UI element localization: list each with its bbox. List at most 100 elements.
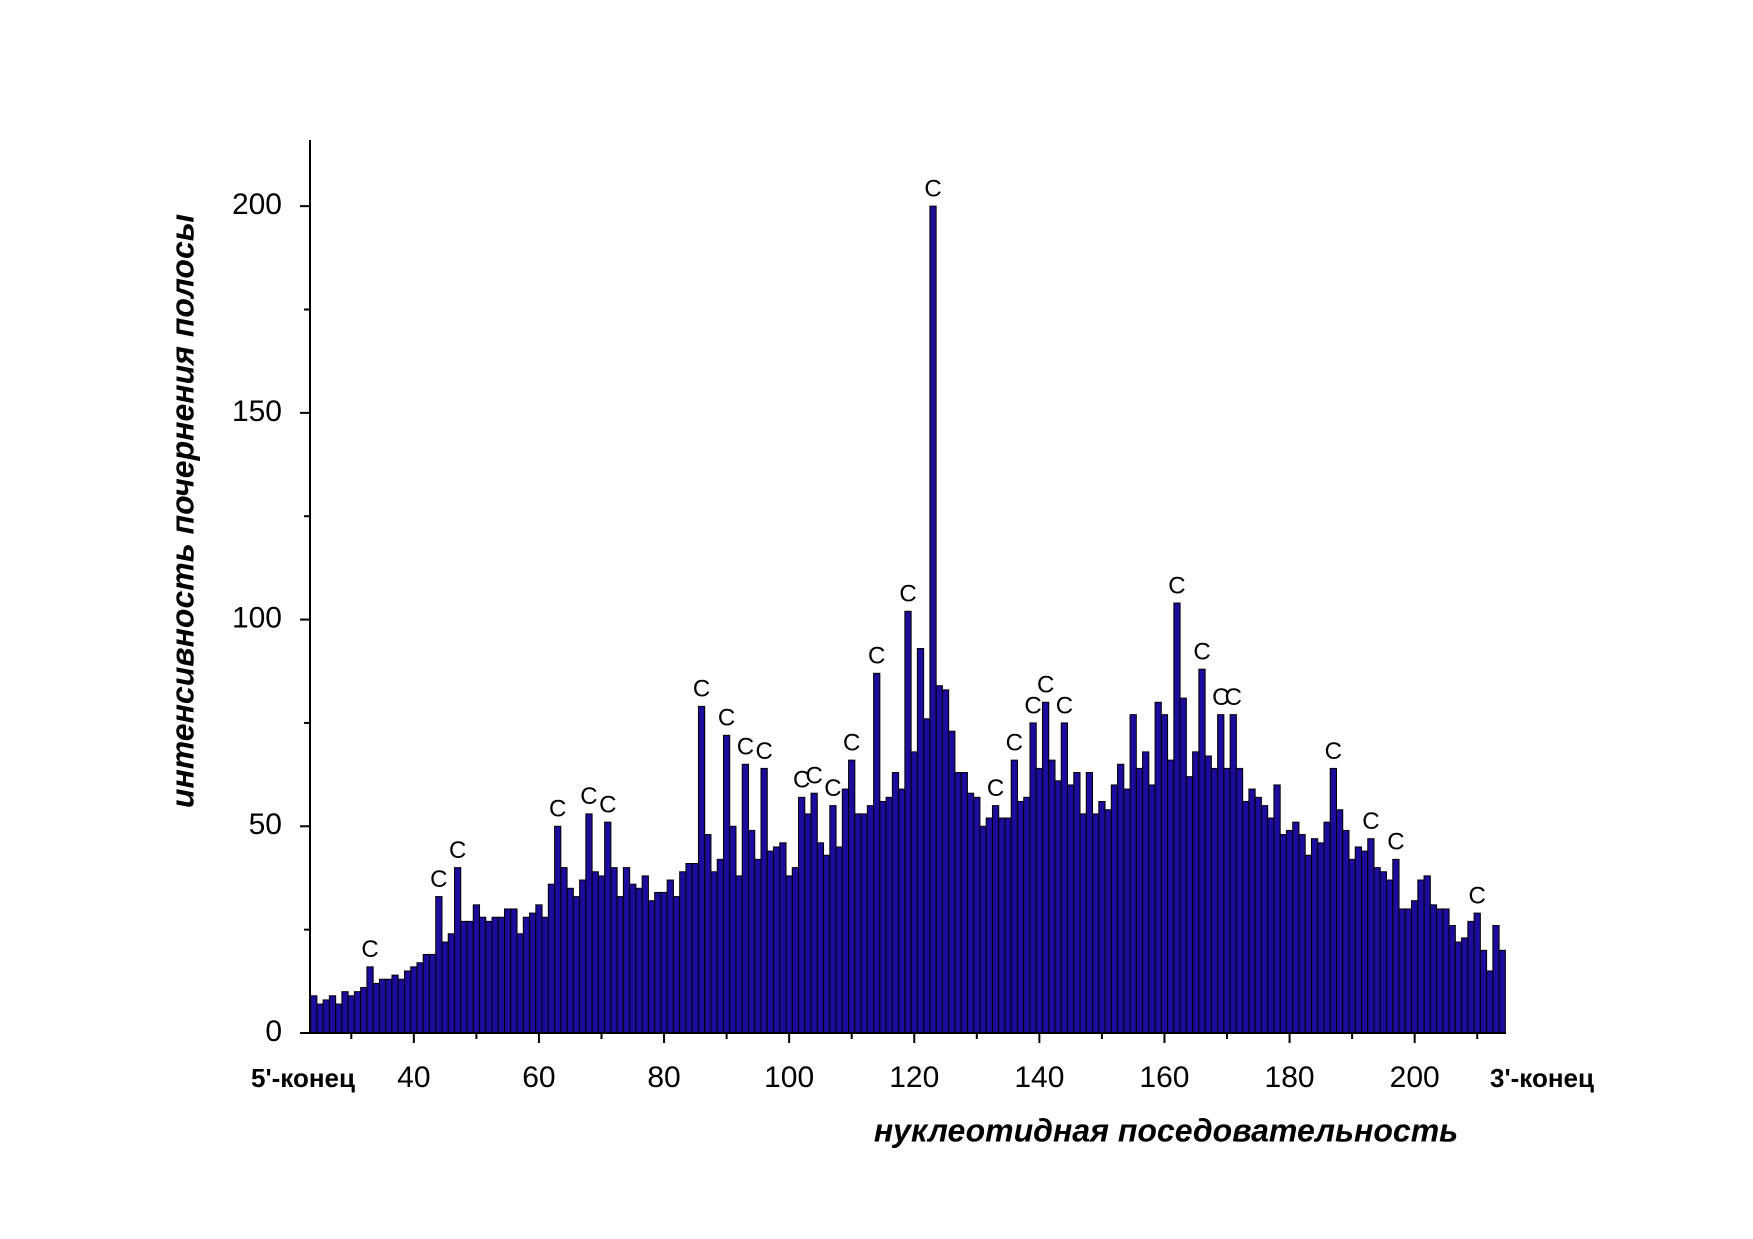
bar [804, 813, 812, 1034]
x-tick-label: 180 [1265, 1061, 1315, 1094]
bar [1192, 751, 1200, 1034]
bar [1035, 767, 1043, 1034]
bar [322, 999, 330, 1034]
bar [785, 875, 793, 1034]
bar [366, 966, 374, 1034]
x-tick-label: 80 [647, 1061, 680, 1094]
bar [660, 891, 668, 1034]
bar-annotation: C [987, 775, 1004, 802]
bar [716, 858, 724, 1034]
bar-annotation: C [599, 791, 616, 818]
bar [1248, 788, 1256, 1034]
bar [447, 933, 455, 1034]
bar [773, 846, 781, 1034]
bar [1217, 714, 1225, 1034]
bar [810, 792, 818, 1034]
bar-annotation: C [1024, 692, 1041, 719]
y-tick-label: 200 [232, 188, 282, 221]
bar [929, 205, 937, 1034]
bar [1267, 817, 1275, 1034]
bar [391, 974, 399, 1034]
bar [1173, 602, 1181, 1034]
bar [1335, 809, 1344, 1034]
bar-annotation: C [1168, 572, 1185, 599]
bar [1129, 714, 1137, 1034]
bar [1386, 879, 1394, 1034]
bar [1279, 834, 1287, 1034]
bar [779, 842, 787, 1034]
bar [1367, 838, 1375, 1034]
bar [504, 908, 512, 1034]
bar [766, 850, 775, 1034]
bar [1167, 759, 1175, 1034]
x-tick-label: 120 [889, 1061, 939, 1094]
bar [1110, 784, 1119, 1034]
bar [529, 912, 537, 1034]
bar [1285, 829, 1294, 1034]
bar [935, 685, 943, 1034]
bar-annotation: C [793, 767, 810, 794]
bar [873, 672, 881, 1034]
bar [403, 970, 412, 1034]
bar-annotation: C [755, 738, 772, 765]
bar [823, 854, 831, 1034]
bar [1048, 759, 1056, 1034]
bar [910, 751, 918, 1034]
bar [891, 772, 900, 1034]
bar [310, 995, 318, 1034]
x-tick-label: 160 [1139, 1061, 1189, 1094]
bar-annotation: C [824, 775, 841, 802]
bar [522, 916, 531, 1034]
bar [1117, 763, 1125, 1034]
bar [1029, 722, 1037, 1034]
bar-annotation: C [1212, 684, 1229, 711]
bar [1454, 941, 1463, 1034]
bar [441, 941, 449, 1034]
bar [410, 966, 418, 1034]
bar [1160, 714, 1169, 1034]
bar-annotation: C [1469, 882, 1486, 909]
bar [547, 883, 556, 1034]
bar [1185, 776, 1194, 1034]
bar [923, 718, 931, 1034]
bar-annotation: C [868, 643, 885, 670]
bar [347, 995, 355, 1034]
bar [560, 867, 568, 1034]
bar [998, 817, 1006, 1034]
bar [685, 862, 693, 1034]
bar [1361, 850, 1369, 1034]
y-axis-label: интенсивность почернения полосы [164, 214, 200, 808]
y-tick-label: 0 [265, 1015, 282, 1048]
bar [372, 982, 380, 1034]
bar [954, 772, 962, 1034]
bar [597, 875, 606, 1034]
bar [378, 978, 387, 1034]
bar [479, 916, 487, 1034]
bar [747, 829, 756, 1034]
bar [1429, 904, 1438, 1034]
bar [691, 862, 699, 1034]
bar [973, 796, 981, 1034]
bar [1204, 755, 1212, 1034]
bar [1461, 937, 1469, 1034]
bar [1404, 908, 1413, 1034]
x-tick-label: 200 [1390, 1061, 1440, 1094]
bar [1142, 751, 1150, 1034]
bar [1229, 714, 1237, 1034]
bar [1417, 879, 1425, 1034]
bar [1310, 838, 1319, 1034]
bar [710, 871, 718, 1034]
bar-annotation: C [899, 581, 916, 608]
x-tick-label: 140 [1014, 1061, 1064, 1094]
bar [554, 825, 562, 1034]
bar [729, 825, 737, 1034]
bar [672, 896, 681, 1034]
bar [879, 800, 887, 1034]
bar [341, 991, 349, 1034]
bar [1210, 767, 1219, 1034]
bar [1260, 805, 1269, 1034]
bar [735, 875, 743, 1034]
bar [616, 896, 624, 1034]
bar [841, 788, 850, 1034]
